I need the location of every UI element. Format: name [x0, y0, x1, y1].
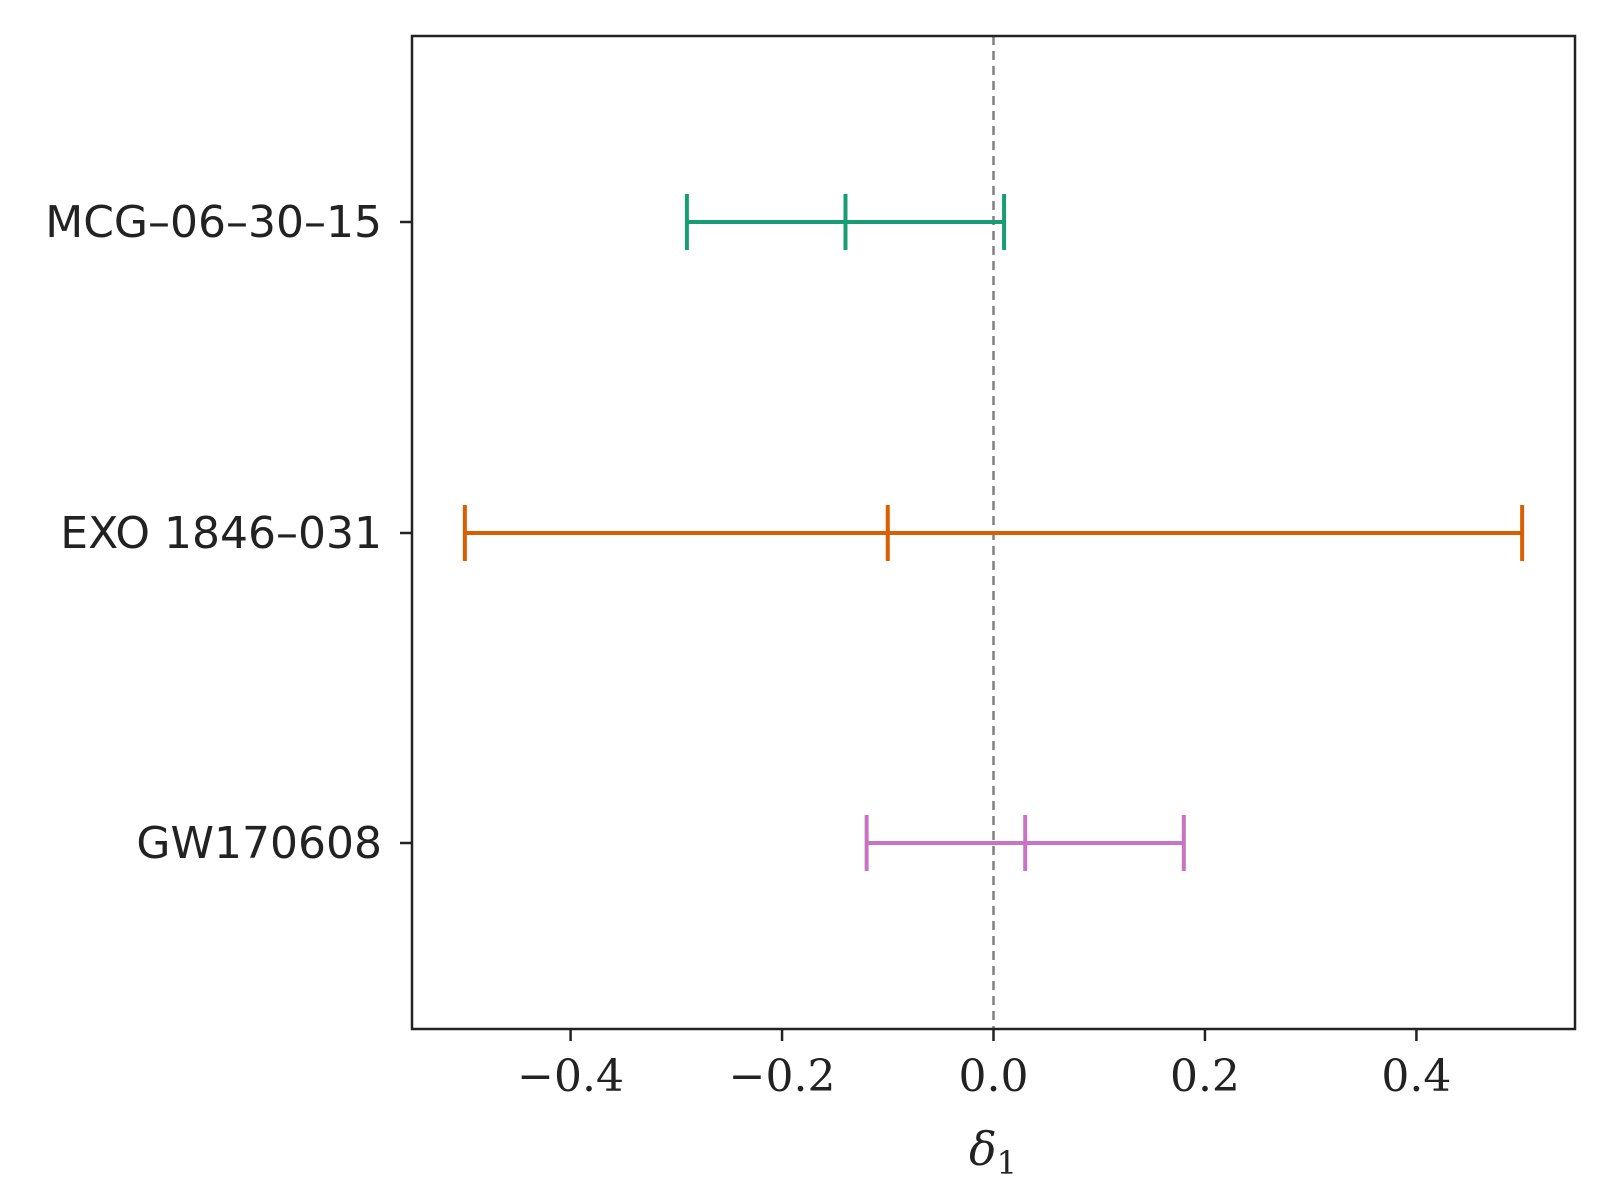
x-axis-title: δ1 — [969, 1122, 1017, 1182]
x-tick-label: 0.4 — [1381, 1051, 1451, 1102]
x-axis-title-subscript: 1 — [997, 1144, 1017, 1182]
y-axis: MCG–06–30–15 EXO 1846–031 GW170608 — [45, 197, 412, 869]
x-tick-label: −0.2 — [729, 1051, 836, 1102]
errorbar-series — [864, 815, 1186, 871]
y-tick-label: EXO 1846–031 — [60, 508, 382, 559]
y-tick-label: GW170608 — [136, 818, 382, 869]
x-axis-title-symbol: δ — [969, 1122, 997, 1176]
errorbar-series — [684, 194, 1007, 250]
x-tick-label: 0.2 — [1170, 1051, 1240, 1102]
errorbar-series — [462, 505, 1525, 561]
y-tick-label: MCG–06–30–15 — [45, 197, 382, 248]
x-tick-label: 0.0 — [959, 1051, 1029, 1102]
x-tick-label: −0.4 — [517, 1051, 624, 1102]
x-axis: −0.4 −0.2 0.0 0.2 0.4 — [517, 1029, 1451, 1102]
plot-marks — [462, 36, 1525, 1029]
